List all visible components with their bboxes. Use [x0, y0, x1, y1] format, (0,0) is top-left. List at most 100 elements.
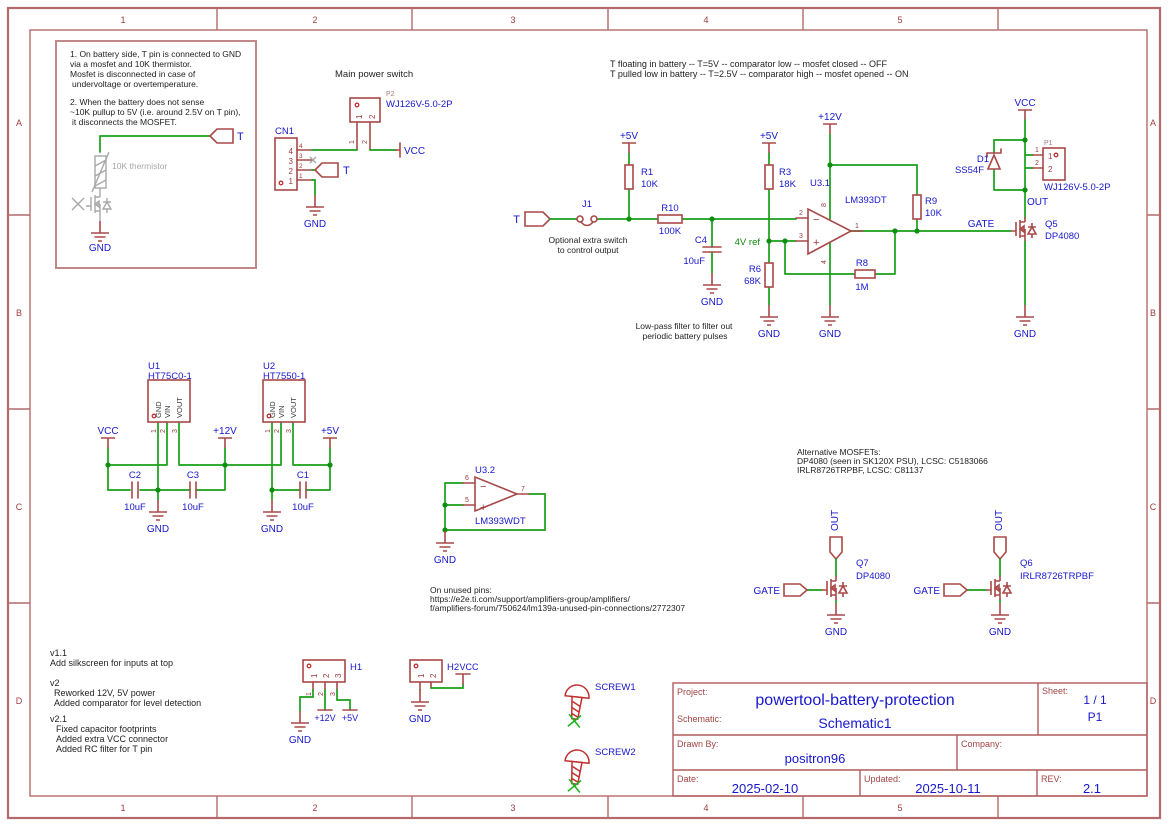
- vref-net-label: 4V ref: [735, 237, 761, 248]
- pin-number: 1: [265, 429, 272, 433]
- t-net-flag: [313, 162, 339, 178]
- power-flag-12v: [822, 123, 838, 135]
- header-h1-body: [302, 659, 346, 683]
- power-input-section: Main power switch 1 2 1 2 P2 WJ126V-5.0-…: [274, 69, 453, 230]
- resistor-r3-value: 18K: [779, 179, 797, 190]
- gnd-label: GND: [147, 524, 169, 535]
- p5-label: +5V: [321, 426, 339, 437]
- gnd-symbol: [305, 194, 325, 216]
- gnd-symbol: [1015, 304, 1035, 326]
- note-line: On unused pins:: [430, 585, 492, 595]
- pin-number: 1: [299, 173, 303, 180]
- frame-row-label: C: [1150, 502, 1157, 512]
- gate-net-label: GATE: [754, 586, 781, 597]
- connector-p1-body: [1042, 147, 1066, 181]
- gnd-symbol: [90, 220, 110, 242]
- pin-number: 4: [821, 260, 828, 264]
- gnd-symbol: [990, 602, 1010, 624]
- note-box: 1. On battery side, T pin is connected t…: [55, 40, 257, 269]
- pin-name: VOUT: [175, 397, 184, 418]
- out-net-label: OUT: [994, 510, 1005, 531]
- note-line: v2.1: [50, 714, 67, 724]
- screw1-icon: [562, 683, 591, 728]
- note-line: v2: [50, 678, 60, 688]
- output-stage: VCC D1 SS54F 1 2 1 2 P1 WJ126V-5.0-2P OU…: [955, 98, 1111, 340]
- capacitor-c2-body: [131, 481, 139, 499]
- note-line: Optional extra switch: [549, 235, 628, 245]
- pin-number: 1: [855, 223, 859, 230]
- p5-label: +5V: [760, 131, 778, 142]
- wires: [444, 482, 546, 532]
- note-line: periodic battery pulses: [642, 331, 727, 341]
- dnp-x-icon: [71, 197, 85, 211]
- gnd-label: GND: [701, 297, 723, 308]
- sheet-label: Sheet:: [1042, 686, 1068, 696]
- thermistor-note: 10K thermistor: [112, 161, 167, 171]
- pin-name: VOUT: [289, 397, 298, 418]
- connector-p2-body: [349, 97, 381, 123]
- project-value: powertool-battery-protection: [755, 692, 954, 709]
- resistor-r9-value: 10K: [925, 208, 943, 219]
- diode-d1-ref: D1: [977, 154, 989, 165]
- note-line: Add silkscreen for inputs at top: [50, 658, 173, 668]
- out-net-label: OUT: [1027, 197, 1048, 208]
- p5-label: +5V: [620, 131, 638, 142]
- capacitor-c4-body: [702, 246, 722, 253]
- frame-row-label: A: [16, 118, 22, 128]
- frame-outer-border: [6, 6, 1162, 820]
- pin-number: 3: [330, 692, 337, 696]
- title-block-dividers: [673, 683, 1147, 796]
- vcc-label: VCC: [97, 426, 118, 437]
- pin-number: 1: [349, 140, 356, 144]
- wires: [299, 689, 351, 712]
- pin-name: GND: [154, 401, 163, 418]
- thermistor-symbol-disabled: [91, 151, 110, 193]
- screw2-ref: SCREW2: [595, 747, 636, 758]
- gate-net-flag: [943, 583, 969, 597]
- version-notes: v1.1 Add silkscreen for inputs at top v2…: [50, 648, 201, 754]
- wires: [311, 149, 397, 196]
- resistor-r1-body: [624, 164, 634, 190]
- junction: [782, 238, 788, 244]
- t-net-label: T: [343, 165, 350, 177]
- pin-number: 2: [322, 673, 331, 678]
- resistor-r10-ref: R10: [661, 203, 678, 214]
- pin-number: 1: [1048, 152, 1053, 161]
- pin1-marker: [278, 180, 284, 186]
- pin1-marker: [151, 413, 157, 419]
- mosfet-q5-symbol: [1010, 216, 1037, 242]
- note-line: via a mosfet and 10K thermistor.: [70, 59, 192, 69]
- wires: [419, 683, 464, 691]
- plus-sign: +: [480, 502, 486, 514]
- gnd-label: GND: [289, 735, 311, 746]
- mosfet-q5-value: DP4080: [1045, 231, 1079, 242]
- junction: [155, 487, 161, 493]
- diode-d1-value: SS54F: [955, 165, 984, 176]
- out-net-flag: [993, 536, 1007, 561]
- frame-col-label: 1: [120, 15, 125, 25]
- wires: [806, 558, 837, 604]
- note-line: Low-pass filter to filter out: [636, 321, 733, 331]
- gate-net-flag: [783, 583, 809, 597]
- behavior-notes: T floating in battery -- T=5V -- compara…: [610, 59, 909, 79]
- regulator-u1-value: HT75C0-1: [148, 371, 192, 382]
- gnd-label: GND: [434, 555, 456, 566]
- header-h1-pins: [312, 681, 338, 691]
- rev-label: REV:: [1041, 774, 1062, 784]
- pin-number: 2: [799, 210, 803, 217]
- vcc-flag: [455, 673, 471, 685]
- pin-number: 1: [417, 673, 426, 678]
- junction: [1022, 187, 1028, 193]
- p12-label: +12V: [818, 112, 842, 123]
- drawn-by-value: positron96: [785, 751, 846, 766]
- pin-number: 4: [299, 143, 303, 150]
- spare-mosfet-section: Alternative MOSFETs: DP4080 (seen in SK1…: [754, 447, 1095, 638]
- power-flag-5v: [621, 142, 637, 154]
- regulator-u2-ref: U2: [263, 361, 275, 372]
- note-line: Added extra VCC connector: [56, 734, 168, 744]
- capacitor-c4-ref: C4: [695, 235, 707, 246]
- capacitor-c3-ref: C3: [187, 470, 199, 481]
- resistor-r9-body: [912, 194, 922, 220]
- wires: [993, 119, 1034, 306]
- opamp-u3b-pins: [462, 482, 530, 506]
